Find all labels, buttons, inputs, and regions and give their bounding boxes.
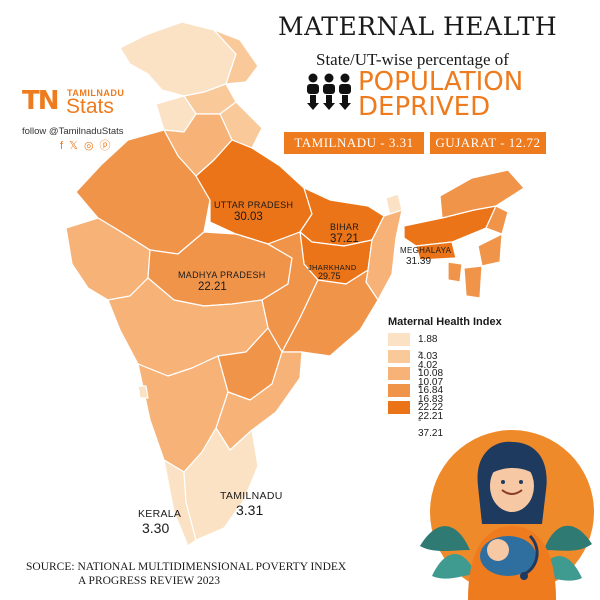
label-kerala-name: KERALA <box>138 508 182 520</box>
brand-logo-mark: TN <box>22 86 59 116</box>
label-jharkhand-value: 29.75 <box>318 271 341 281</box>
brand-name-top: TAMILNADU <box>67 88 125 98</box>
region-manipur <box>477 233 503 267</box>
label-uttar-pradesh-name: UTTAR PRADESH <box>214 200 294 210</box>
people-down-arrow-icon <box>307 73 351 110</box>
highlight-tamilnadu: TAMILNADU - 3.31 <box>284 132 424 154</box>
legend-label: 10.08 - 16.83 <box>418 368 444 405</box>
legend-label: 1.88 - 4.02 <box>418 334 438 371</box>
instagram-icon[interactable]: ◎ <box>83 140 100 152</box>
source-line-1: SOURCE: NATIONAL MULTIDIMENSIONAL POVERT… <box>26 561 347 573</box>
label-madhya-pradesh-value: 22.21 <box>198 281 227 293</box>
region-meghalaya <box>415 241 457 261</box>
pinterest-icon[interactable]: ⓟ <box>99 140 117 152</box>
legend-swatch <box>388 401 410 414</box>
label-meghalaya-value: 31.39 <box>406 256 432 267</box>
legend-swatch <box>388 367 410 380</box>
legend-swatch <box>388 384 410 397</box>
region-arunachal <box>439 169 525 219</box>
x-icon[interactable]: 𝕏 <box>69 140 84 152</box>
headline-population: POPULATION <box>358 67 524 97</box>
label-madhya-pradesh-name: MADHYA PRADESH <box>178 270 266 280</box>
facebook-icon[interactable]: f <box>60 140 70 152</box>
region-tripura <box>447 261 463 283</box>
brand-name-bottom: Stats <box>66 95 114 118</box>
label-tamilnadu-value: 3.31 <box>236 502 264 518</box>
legend-title: Maternal Health Index <box>388 316 502 328</box>
label-kerala-value: 3.30 <box>142 520 170 536</box>
page-title: MATERNAL HEALTH <box>278 12 558 41</box>
source-line-2: A PROGRESS REVIEW 2023 <box>78 575 220 587</box>
legend-label: 16.84 - 22.21 <box>418 385 444 422</box>
label-jharkhand-name: JHARKHAND <box>308 263 357 272</box>
label-bihar-name: BIHAR <box>330 222 360 232</box>
label-bihar-value: 37.21 <box>330 233 359 245</box>
page-subtitle: State/UT-wise percentage of <box>316 50 509 69</box>
legend-label: 4.03 - 10.07 <box>418 351 444 388</box>
social-icons: f𝕏◎ⓟ <box>60 137 117 153</box>
region-odisha <box>281 269 379 357</box>
region-tamilnadu <box>183 427 259 541</box>
legend-swatch <box>388 350 410 363</box>
label-meghalaya-name: MEGHALAYA <box>400 246 452 255</box>
region-mizoram <box>463 265 483 299</box>
label-tamilnadu-name: TAMILNADU <box>220 490 283 502</box>
region-ladakh <box>213 29 259 85</box>
legend-swatch <box>388 333 410 346</box>
mother-baby-illustration <box>420 430 594 600</box>
region-goa <box>137 385 149 399</box>
headline-deprived: DEPRIVED <box>358 92 491 122</box>
legend-label: 22.22 - 37.21 <box>418 402 444 439</box>
label-uttar-pradesh-value: 30.03 <box>234 211 263 223</box>
region-nagaland <box>485 205 509 235</box>
follow-handle: follow @TamilnaduStats <box>22 126 124 137</box>
highlight-gujarat: GUJARAT - 12.72 <box>430 132 546 154</box>
